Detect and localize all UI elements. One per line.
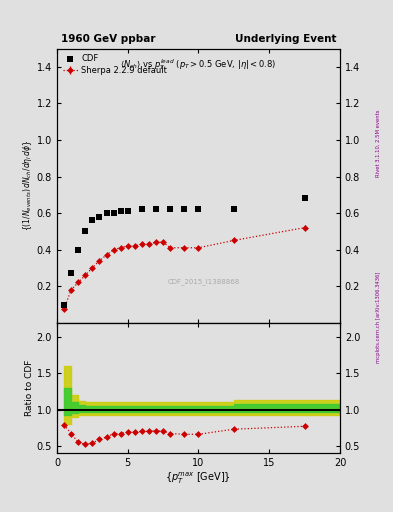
- CDF: [90, 217, 95, 223]
- CDF: [140, 206, 144, 212]
- CDF: [231, 206, 236, 212]
- CDF: [125, 208, 130, 215]
- CDF: [111, 210, 116, 216]
- Legend: CDF, Sherpa 2.2.9 default: CDF, Sherpa 2.2.9 default: [61, 53, 169, 77]
- Text: $\langle N_{ch}\rangle$ vs $p_T^{lead}$ ($p_T > 0.5$ GeV, $|\eta| < 0.8$): $\langle N_{ch}\rangle$ vs $p_T^{lead}$ …: [120, 57, 277, 72]
- Text: Rivet 3.1.10, 2.5M events: Rivet 3.1.10, 2.5M events: [376, 110, 380, 177]
- CDF: [168, 206, 173, 212]
- CDF: [302, 196, 307, 202]
- X-axis label: $\{p_T^{max}$ [GeV]$\}$: $\{p_T^{max}$ [GeV]$\}$: [165, 471, 231, 486]
- CDF: [97, 214, 102, 220]
- CDF: [182, 206, 187, 212]
- Text: CDF_2015_I1388868: CDF_2015_I1388868: [168, 278, 240, 285]
- Text: 1960 GeV ppbar: 1960 GeV ppbar: [61, 33, 155, 44]
- Y-axis label: $\{(1/N_{events})\,dN_{ch}/d\eta_l\,d\phi\}$: $\{(1/N_{events})\,dN_{ch}/d\eta_l\,d\ph…: [21, 140, 34, 231]
- CDF: [196, 206, 201, 212]
- CDF: [76, 246, 81, 252]
- CDF: [62, 302, 66, 308]
- CDF: [154, 206, 158, 212]
- CDF: [104, 210, 109, 216]
- CDF: [118, 208, 123, 215]
- CDF: [69, 270, 73, 276]
- Line: CDF: CDF: [61, 195, 308, 308]
- Y-axis label: Ratio to CDF: Ratio to CDF: [25, 360, 34, 416]
- Text: Underlying Event: Underlying Event: [235, 33, 336, 44]
- Text: mcplots.cern.ch [arXiv:1306.3436]: mcplots.cern.ch [arXiv:1306.3436]: [376, 272, 380, 363]
- CDF: [83, 228, 88, 234]
